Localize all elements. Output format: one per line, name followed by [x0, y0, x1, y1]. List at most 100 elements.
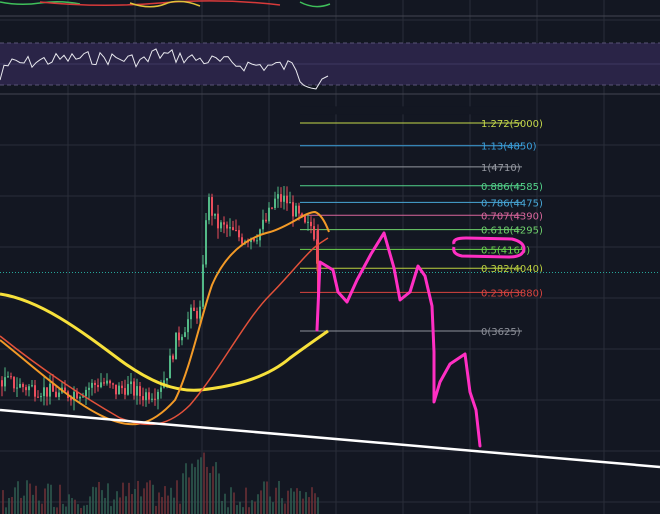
- trendline[interactable]: [0, 408, 660, 469]
- candle-body: [94, 382, 96, 385]
- volume-bar: [92, 486, 94, 514]
- candle-body: [196, 310, 198, 319]
- fib-level-label: 0(3625): [481, 327, 521, 338]
- volume-bar: [11, 496, 13, 514]
- volume-bar: [62, 503, 64, 514]
- fibonacci-retracement: 1.272(5000) 1.13(4850) 1(4710) 0.886(4585) 0…: [0, 106, 660, 338]
- volume-bar: [272, 502, 274, 514]
- volume-bar: [230, 487, 232, 514]
- volume-bar: [134, 489, 136, 514]
- candle-body: [304, 215, 306, 223]
- volume-bar: [125, 496, 127, 514]
- volume-bar: [197, 459, 199, 514]
- fib-level-label: 1.272(5000): [481, 119, 543, 130]
- volume-bar: [191, 463, 193, 514]
- candlesticks[interactable]: [1, 186, 319, 411]
- fib-level-label: 0.886(4585): [481, 182, 543, 193]
- candle-body: [133, 381, 135, 396]
- volume-bar: [296, 488, 298, 514]
- candle-body: [208, 197, 210, 221]
- fib-level-label: 1.13(4850): [481, 142, 537, 153]
- rsi-pane: [0, 42, 660, 95]
- volume-bars: [2, 452, 319, 514]
- candle-body: [46, 387, 48, 397]
- candle-body: [52, 383, 54, 392]
- volume-bar: [302, 498, 304, 514]
- volume-bar: [44, 488, 46, 514]
- volume-bar: [158, 492, 160, 514]
- volume-bar: [293, 491, 295, 514]
- candle-body: [130, 381, 132, 385]
- volume-bar: [167, 495, 169, 514]
- volume-bar: [152, 484, 154, 514]
- volume-bar: [203, 452, 205, 514]
- candle-body: [58, 392, 60, 397]
- candle-body: [124, 388, 126, 395]
- volume-bar: [116, 491, 118, 514]
- volume-bar: [179, 503, 181, 514]
- candle-body: [13, 376, 15, 389]
- volume-bar: [29, 483, 31, 514]
- candle-body: [37, 396, 39, 398]
- candle-body: [256, 240, 258, 242]
- candle-body: [103, 382, 105, 384]
- volume-bar: [143, 488, 145, 514]
- volume-bar: [131, 494, 133, 514]
- volume-bar: [194, 467, 196, 514]
- candle-body: [157, 391, 159, 400]
- volume-bar: [38, 500, 40, 514]
- volume-bar: [263, 481, 265, 514]
- volume-bar: [140, 496, 142, 514]
- candle-body: [154, 398, 156, 400]
- candle-body: [274, 198, 276, 208]
- volume-bar: [95, 487, 97, 514]
- volume-bar: [242, 507, 244, 514]
- candle-body: [142, 396, 144, 401]
- candle-body: [16, 387, 18, 389]
- candle-body: [136, 386, 138, 396]
- trendline-line: [0, 408, 660, 469]
- candle-body: [226, 224, 228, 229]
- rsi-line: [0, 48, 329, 90]
- candle-body: [298, 205, 300, 214]
- volume-bar: [305, 492, 307, 514]
- volume-bar: [77, 504, 79, 514]
- candle-body: [151, 398, 153, 400]
- candle-body: [19, 384, 21, 388]
- volume-bar: [236, 505, 238, 514]
- candle-body: [28, 386, 30, 391]
- volume-bar: [212, 466, 214, 514]
- candle-body: [31, 385, 33, 387]
- candle-body: [97, 384, 99, 388]
- candle-body: [139, 386, 141, 397]
- volume-bar: [254, 501, 256, 514]
- candle-body: [4, 377, 6, 387]
- volume-bar: [107, 483, 109, 514]
- candle-body: [166, 378, 168, 381]
- candle-body: [211, 197, 213, 216]
- volume-bar: [47, 483, 49, 514]
- candle-body: [268, 207, 270, 222]
- fib-fade: [300, 106, 520, 115]
- candle-body: [64, 387, 66, 392]
- candle-body: [118, 385, 120, 395]
- volume-bar: [269, 496, 271, 514]
- volume-bar: [149, 480, 151, 514]
- candle-body: [70, 397, 72, 401]
- candle-body: [229, 227, 231, 229]
- volume-bar: [275, 487, 277, 514]
- volume-bar: [35, 485, 37, 514]
- volume-bar: [26, 480, 28, 514]
- candle-body: [310, 221, 312, 227]
- candle-body: [205, 220, 207, 265]
- volume-bar: [5, 507, 7, 514]
- volume-bar: [56, 507, 58, 514]
- candle-body: [49, 383, 51, 397]
- candle-body: [262, 219, 264, 230]
- annotation-circle: [452, 236, 526, 259]
- volume-bar: [83, 505, 85, 514]
- volume-bar: [20, 497, 22, 514]
- volume-bar: [8, 497, 10, 514]
- candle-body: [277, 194, 279, 199]
- volume-bar: [317, 497, 319, 514]
